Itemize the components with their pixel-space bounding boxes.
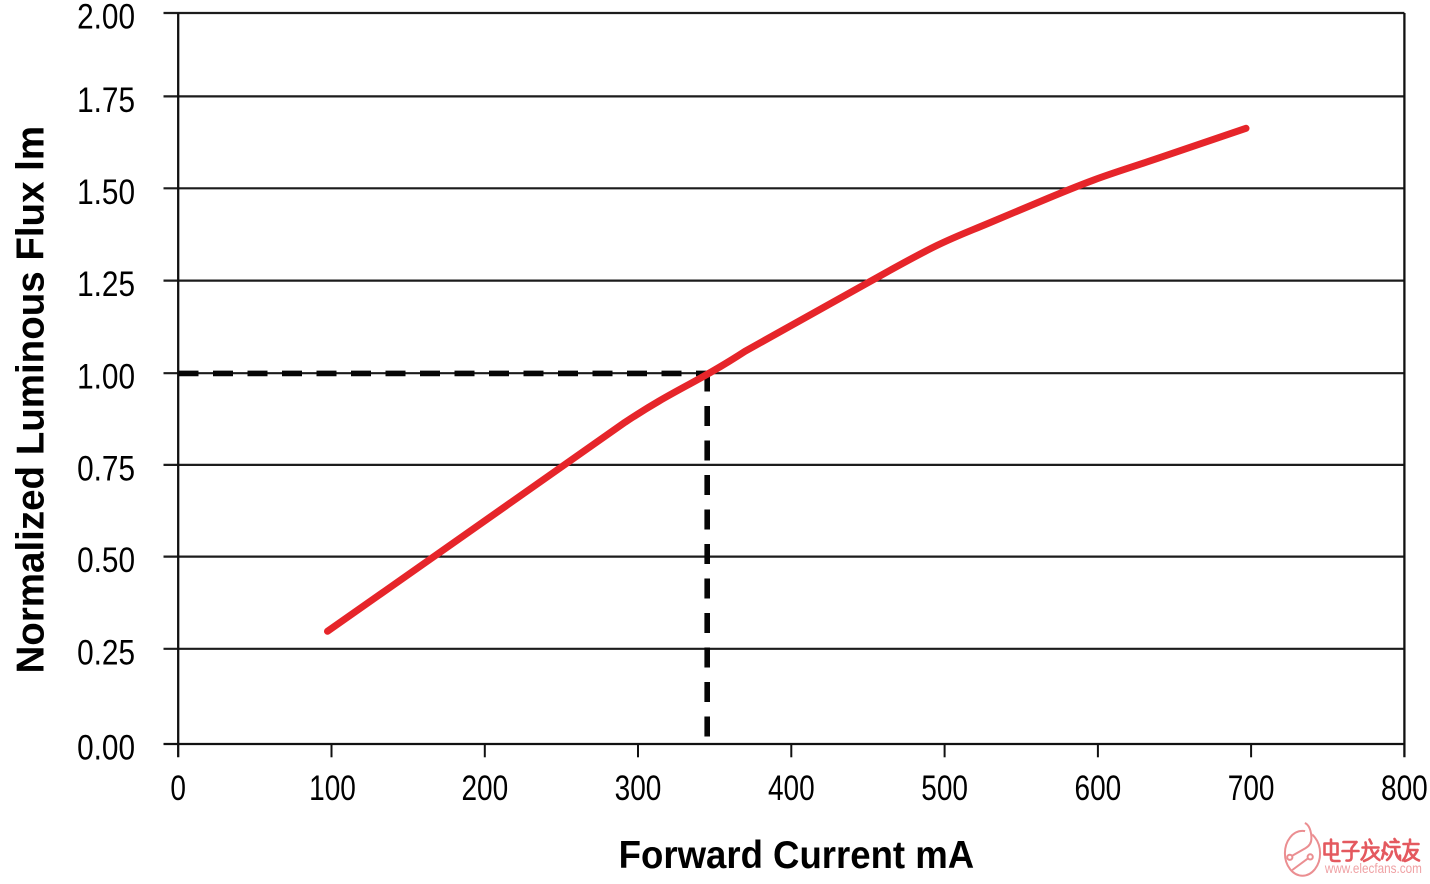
svg-text:200: 200 [461, 768, 508, 808]
svg-text:Forward Current mA: Forward Current mA [619, 833, 974, 876]
svg-text:100: 100 [309, 768, 356, 808]
svg-text:1.00: 1.00 [77, 357, 135, 396]
svg-text:600: 600 [1075, 768, 1122, 808]
svg-text:Normalized Luminous Flux lm: Normalized Luminous Flux lm [10, 126, 53, 674]
svg-text:1.50: 1.50 [77, 173, 135, 212]
svg-text:0.00: 0.00 [77, 728, 135, 767]
svg-text:300: 300 [615, 768, 662, 808]
svg-text:1.75: 1.75 [77, 81, 135, 120]
svg-text:400: 400 [768, 768, 815, 808]
svg-text:0: 0 [170, 768, 186, 808]
svg-text:800: 800 [1381, 768, 1428, 808]
svg-text:www.elecfans.com: www.elecfans.com [1324, 860, 1422, 876]
svg-text:0.75: 0.75 [77, 449, 135, 488]
svg-text:0.25: 0.25 [77, 633, 135, 672]
svg-text:2.00: 2.00 [77, 0, 135, 36]
svg-text:1.25: 1.25 [77, 265, 135, 304]
svg-text:500: 500 [921, 768, 968, 808]
svg-text:0.50: 0.50 [77, 541, 135, 580]
svg-text:700: 700 [1228, 768, 1275, 808]
